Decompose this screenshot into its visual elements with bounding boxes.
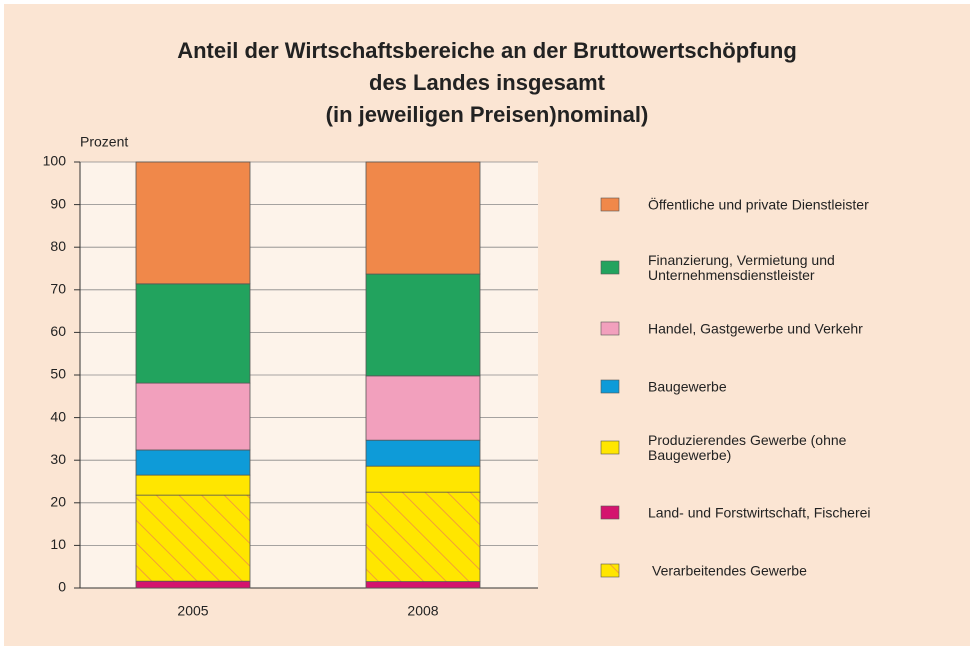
bar-segment [365, 465, 481, 493]
legend-label: Öffentliche und private Dienstleister [648, 196, 869, 213]
y-tick-label: 60 [50, 323, 66, 339]
bar-segment [135, 283, 251, 384]
x-tick-label: 2005 [177, 603, 208, 619]
legend-label: Land- und Forstwirtschaft, Fischerei [648, 504, 871, 521]
bar-segment [135, 494, 251, 582]
legend-swatch [600, 379, 620, 394]
legend-label: Finanzierung, Vermietung und Unternehmen… [648, 252, 835, 283]
bar-segment [365, 491, 481, 583]
chart-title: Anteil der Wirtschaftsbereiche an der Br… [177, 38, 797, 63]
legend-label: Handel, Gastgewerbe und Verkehr [648, 320, 863, 337]
legend-swatch [600, 563, 620, 578]
y-tick-label: 0 [58, 579, 66, 595]
bar-segment [135, 580, 251, 589]
bar-segment [135, 449, 251, 476]
legend-label: Verarbeitendes Gewerbe [652, 562, 807, 579]
bar-segment [365, 581, 481, 589]
legend-label: Produzierendes Gewerbe (ohne Baugewerbe) [648, 432, 847, 463]
y-tick-label: 90 [50, 195, 66, 211]
y-tick-label: 70 [50, 281, 66, 297]
y-tick-label: 40 [50, 408, 66, 424]
legend-swatch [600, 505, 620, 520]
y-tick-label: 50 [50, 366, 66, 382]
chart-title: des Landes insgesamt [369, 70, 606, 95]
bar-segment [365, 439, 481, 467]
y-tick-label: 80 [50, 238, 66, 254]
legend-swatch [600, 197, 620, 212]
legend-swatch [600, 321, 620, 336]
bar-segment [365, 375, 481, 441]
legend-label: Baugewerbe [648, 378, 727, 395]
y-axis-label: Prozent [80, 134, 128, 150]
bar-segment [365, 161, 481, 275]
bar-segment [365, 273, 481, 377]
legend-swatch [600, 260, 620, 275]
y-tick-label: 100 [43, 153, 67, 169]
bar-segment [135, 382, 251, 451]
bar-segment [135, 474, 251, 496]
y-tick-label: 30 [50, 451, 66, 467]
bar-segment [135, 161, 251, 285]
y-tick-label: 20 [50, 494, 66, 510]
legend-swatch [600, 440, 620, 455]
y-tick-label: 10 [50, 536, 66, 552]
chart-title: (in jeweiligen Preisen)nominal) [326, 102, 649, 127]
x-tick-label: 2008 [407, 603, 438, 619]
